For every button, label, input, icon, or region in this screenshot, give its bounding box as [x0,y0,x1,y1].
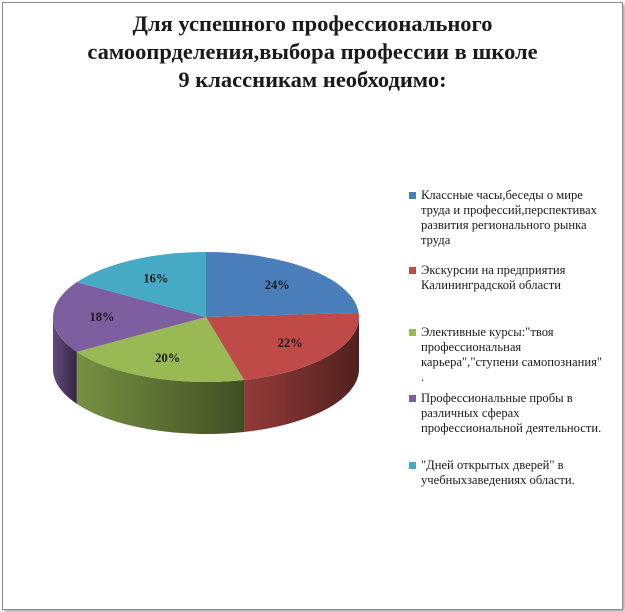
legend-label-3: Элективные курсы:"твоя профессиональная … [421,325,602,384]
legend-label-2: Экскурсии на предприятия Калининградской… [421,263,566,292]
pie-slice-5 [76,252,206,317]
pie-slice-1 [206,252,359,317]
pie-slice-3 [76,317,245,382]
pie-slice-side-3 [76,351,245,434]
legend-swatch-1 [409,192,416,199]
chart-title: Для успешного профессионального самоопрд… [87,11,538,92]
legend-swatch-2 [409,267,416,274]
data-label-4: 18% [89,310,114,324]
legend-swatch-3 [409,329,416,336]
pie-slice-side-2 [244,317,359,432]
pie-sides [53,317,359,434]
data-label-5: 16% [143,271,168,285]
data-label-2: 22% [278,336,303,350]
legend-swatch-5 [409,462,416,469]
legend-swatch-4 [409,395,416,402]
legend-label-4: Профессиональные пробы в различных сфера… [421,391,602,435]
pie-slice-side-4 [53,317,77,404]
legend-label-1: Классные часы,беседы о мире труда и проф… [421,188,597,247]
data-label-3: 20% [155,351,180,365]
legend-label-5: "Дней открытых дверей" в учебныхзаведени… [421,458,575,487]
data-label-1: 24% [265,278,290,292]
pie-slice-2 [206,312,360,380]
pie-slice-4 [53,282,206,352]
